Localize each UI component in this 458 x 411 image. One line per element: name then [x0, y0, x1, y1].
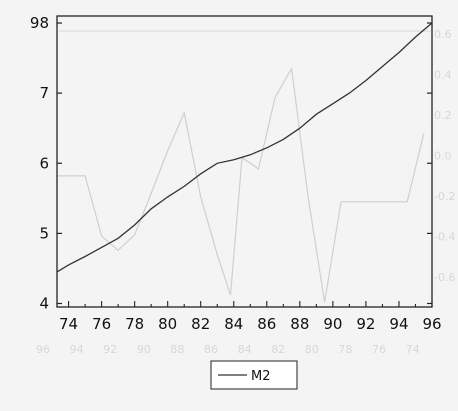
background-bottom-tick-label: 80: [305, 343, 319, 356]
background-right-tick-label: 0.4: [434, 69, 452, 82]
y-tick-label: 6: [39, 154, 49, 172]
background-bottom-tick-label: 86: [204, 343, 218, 356]
y-tick-label: 4: [39, 294, 49, 312]
background-right-tick-label: -0.6: [434, 271, 455, 284]
x-tick-label: 84: [224, 315, 243, 333]
background-bottom-tick-label: 88: [170, 343, 184, 356]
series-group: [56, 22, 433, 273]
series-line-m2: [56, 22, 433, 273]
legend: M2: [210, 360, 298, 390]
x-axis: 74 76 78 80 82 84 86 88 90 92 94 96: [59, 301, 442, 333]
background-right-tick-label: -0.4: [434, 231, 455, 244]
background-right-tick-label: 0.6: [434, 28, 452, 41]
y-tick-label: 5: [39, 224, 49, 242]
x-tick-label: 88: [290, 315, 309, 333]
x-tick-label: 74: [59, 315, 78, 333]
x-tick-label: 80: [158, 315, 177, 333]
plot-area: [56, 15, 433, 308]
background-bottom-tick-label: 90: [137, 343, 151, 356]
background-right-tick-label: 0.0: [434, 150, 452, 163]
background-bottom-tick-label: 96: [36, 343, 50, 356]
background-bottom-tick-label: 84: [238, 343, 252, 356]
background-bottom-tick-label: 78: [338, 343, 352, 356]
y-tick-label: 7: [39, 84, 49, 102]
background-bottom-tick-label: 92: [103, 343, 117, 356]
background-bottom-tick-label: 82: [271, 343, 285, 356]
x-tick-label: 92: [356, 315, 375, 333]
x-tick-label: 86: [257, 315, 276, 333]
legend-label-m2: M2: [251, 369, 271, 384]
background-bottom-tick-label: 94: [70, 343, 84, 356]
x-tick-label: 96: [422, 315, 441, 333]
background-bottom-tick-label: 74: [406, 343, 420, 356]
background-right-tick-label: 0.2: [434, 109, 452, 122]
x-tick-label: 82: [191, 315, 210, 333]
background-bottom-tick-label: 76: [372, 343, 386, 356]
background-right-tick-label: -0.2: [434, 190, 455, 203]
y-tick-label: 98: [30, 14, 49, 32]
x-tick-label: 76: [92, 315, 111, 333]
x-tick-label: 90: [323, 315, 342, 333]
x-tick-label: 78: [125, 315, 144, 333]
y-axis: 4 5 6 7 98: [30, 14, 432, 312]
x-tick-label: 94: [389, 315, 408, 333]
